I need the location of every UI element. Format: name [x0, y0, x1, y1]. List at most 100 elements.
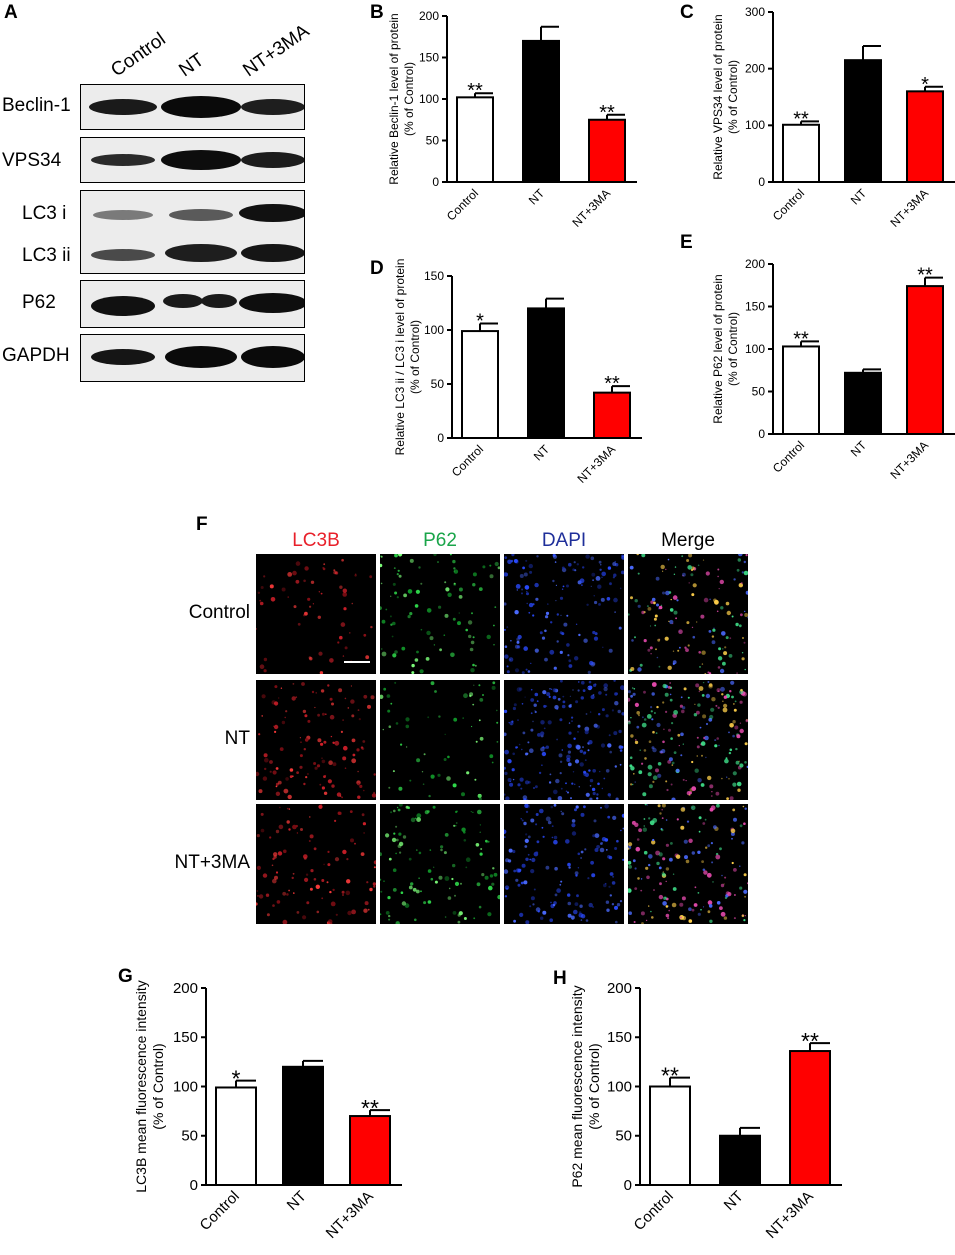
- y-tick-label: 50: [431, 377, 445, 391]
- bar-nt: [844, 59, 882, 184]
- y-tick-label: 150: [745, 299, 765, 313]
- x-tick-label: NT: [848, 438, 870, 460]
- blot-label-p62: P62: [22, 292, 56, 313]
- x-tick-label: NT+3MA: [570, 186, 614, 230]
- y-tick-label: 150: [419, 50, 439, 64]
- blot-strip-p62: [80, 280, 305, 328]
- fluorescence-image: [628, 804, 748, 924]
- significance-mark: **: [599, 102, 615, 124]
- panel-label-b: B: [370, 2, 384, 23]
- bar-nt: [282, 1065, 324, 1187]
- y-axis-label: P62 mean fluorescence intensity: [569, 985, 585, 1187]
- y-tick-label: 200: [173, 980, 198, 997]
- x-tick-label: NT+3MA: [763, 1188, 817, 1242]
- blot-bands-lc3: [91, 204, 304, 262]
- bar-nt: [844, 371, 882, 435]
- bar-nt3ma: [789, 1050, 831, 1187]
- blot-strip-beclin1: [80, 84, 305, 130]
- x-tick-label: NT: [848, 186, 870, 208]
- x-tick-label: NT: [284, 1188, 310, 1214]
- y-tick-label: 0: [190, 1177, 198, 1194]
- panel-label-e: E: [680, 232, 693, 253]
- y-tick-label: 150: [173, 1029, 198, 1046]
- blot-strip-vps34: [80, 137, 305, 183]
- y-tick-label: 100: [745, 118, 765, 132]
- blot-label-vps34: VPS34: [2, 150, 62, 171]
- significance-mark: *: [232, 1066, 241, 1092]
- y-axis-label: (% of Control): [402, 62, 416, 136]
- y-axis-label: Relative P62 level of protein: [711, 274, 725, 423]
- chart-c: 0 100 200 300 ** Control NT * NT+3MA Relative VPS…: [711, 5, 955, 230]
- significance-mark: *: [921, 74, 929, 96]
- x-tick-label: NT+3MA: [888, 186, 932, 230]
- x-tick-label: NT+3MA: [888, 438, 932, 482]
- fluorescence-image: [504, 680, 624, 800]
- y-axis-label: (% of Control): [150, 1043, 166, 1129]
- blot-bands-beclin1: [89, 96, 304, 118]
- panel-label-f: F: [196, 514, 208, 535]
- y-axis-label: (% of Control): [408, 320, 422, 394]
- x-tick-label: Control: [770, 438, 807, 475]
- blot-label-gapdh: GAPDH: [2, 345, 70, 366]
- fluorescence-image: [504, 554, 624, 674]
- y-tick-label: 50: [752, 384, 766, 398]
- y-tick-label: 100: [419, 92, 439, 106]
- row-label-control: Control: [188, 602, 250, 623]
- significance-mark: **: [793, 108, 809, 130]
- y-tick-label: 100: [607, 1078, 632, 1095]
- chart-h: 0 50 100 150 200 ** Control NT ** NT+3MA P62 mean …: [569, 980, 842, 1242]
- y-tick-label: 200: [745, 257, 765, 271]
- y-tick-label: 50: [181, 1128, 198, 1145]
- chart-b: 0 50 100 150 200 ** Control NT ** NT+3MA Relative …: [387, 9, 637, 230]
- fluorescence-image: [380, 680, 500, 800]
- fluorescence-image: [256, 554, 376, 674]
- x-tick-label: NT+3MA: [575, 442, 619, 486]
- blot-bands-gapdh: [91, 346, 304, 368]
- channel-label-p62: P62: [423, 530, 457, 551]
- y-tick-label: 0: [437, 431, 444, 445]
- y-tick-label: 200: [419, 9, 439, 23]
- y-tick-label: 150: [607, 1029, 632, 1046]
- bar-nt: [527, 307, 565, 439]
- y-axis-label: (% of Control): [726, 60, 740, 134]
- y-tick-label: 150: [424, 269, 444, 283]
- x-tick-label: Control: [444, 186, 481, 223]
- bar-nt3ma: [349, 1115, 391, 1187]
- x-tick-label: NT: [526, 186, 548, 208]
- bar-nt3ma: [906, 285, 944, 435]
- significance-mark: **: [793, 328, 809, 350]
- panel-label-c: C: [680, 2, 694, 23]
- bar-control: [456, 96, 494, 183]
- fluorescence-image: [628, 554, 748, 674]
- x-tick-label: NT: [721, 1188, 747, 1214]
- bar-nt3ma: [906, 90, 944, 183]
- channel-label-dapi: DAPI: [541, 530, 587, 551]
- x-tick-label: Control: [631, 1188, 677, 1234]
- bar-control: [215, 1086, 257, 1186]
- y-axis-label: (% of Control): [586, 1043, 602, 1129]
- significance-mark: **: [361, 1095, 379, 1121]
- y-tick-label: 200: [745, 62, 765, 76]
- panel-label-d: D: [370, 258, 384, 279]
- chart-d: 0 50 100 150 * Control NT ** NT+3MA Relative LC3 …: [393, 259, 642, 486]
- bar-control: [782, 345, 820, 436]
- significance-mark: *: [476, 311, 484, 333]
- y-tick-label: 50: [426, 133, 440, 147]
- row-label-nt3ma: NT+3MA: [174, 852, 251, 873]
- significance-mark: **: [917, 265, 933, 287]
- fluorescence-image: [628, 680, 748, 800]
- y-tick-label: 50: [615, 1128, 632, 1145]
- blot-bands-vps34: [91, 150, 304, 170]
- y-tick-label: 0: [758, 427, 765, 441]
- y-tick-label: 0: [624, 1177, 632, 1194]
- blot-bands-p62: [91, 293, 304, 316]
- chart-g: 0 50 100 150 200 * Control NT ** NT+3MA LC3B mean …: [133, 980, 402, 1242]
- y-axis-label: Relative VPS34 level of protein: [711, 14, 725, 179]
- channel-label-lc3b: LC3B: [292, 530, 340, 551]
- significance-mark: **: [801, 1028, 819, 1054]
- fluorescence-image: [380, 804, 500, 924]
- y-tick-label: 0: [758, 175, 765, 189]
- blot-label-lc3ii: LC3 ii: [22, 245, 71, 266]
- x-tick-label: Control: [770, 186, 807, 223]
